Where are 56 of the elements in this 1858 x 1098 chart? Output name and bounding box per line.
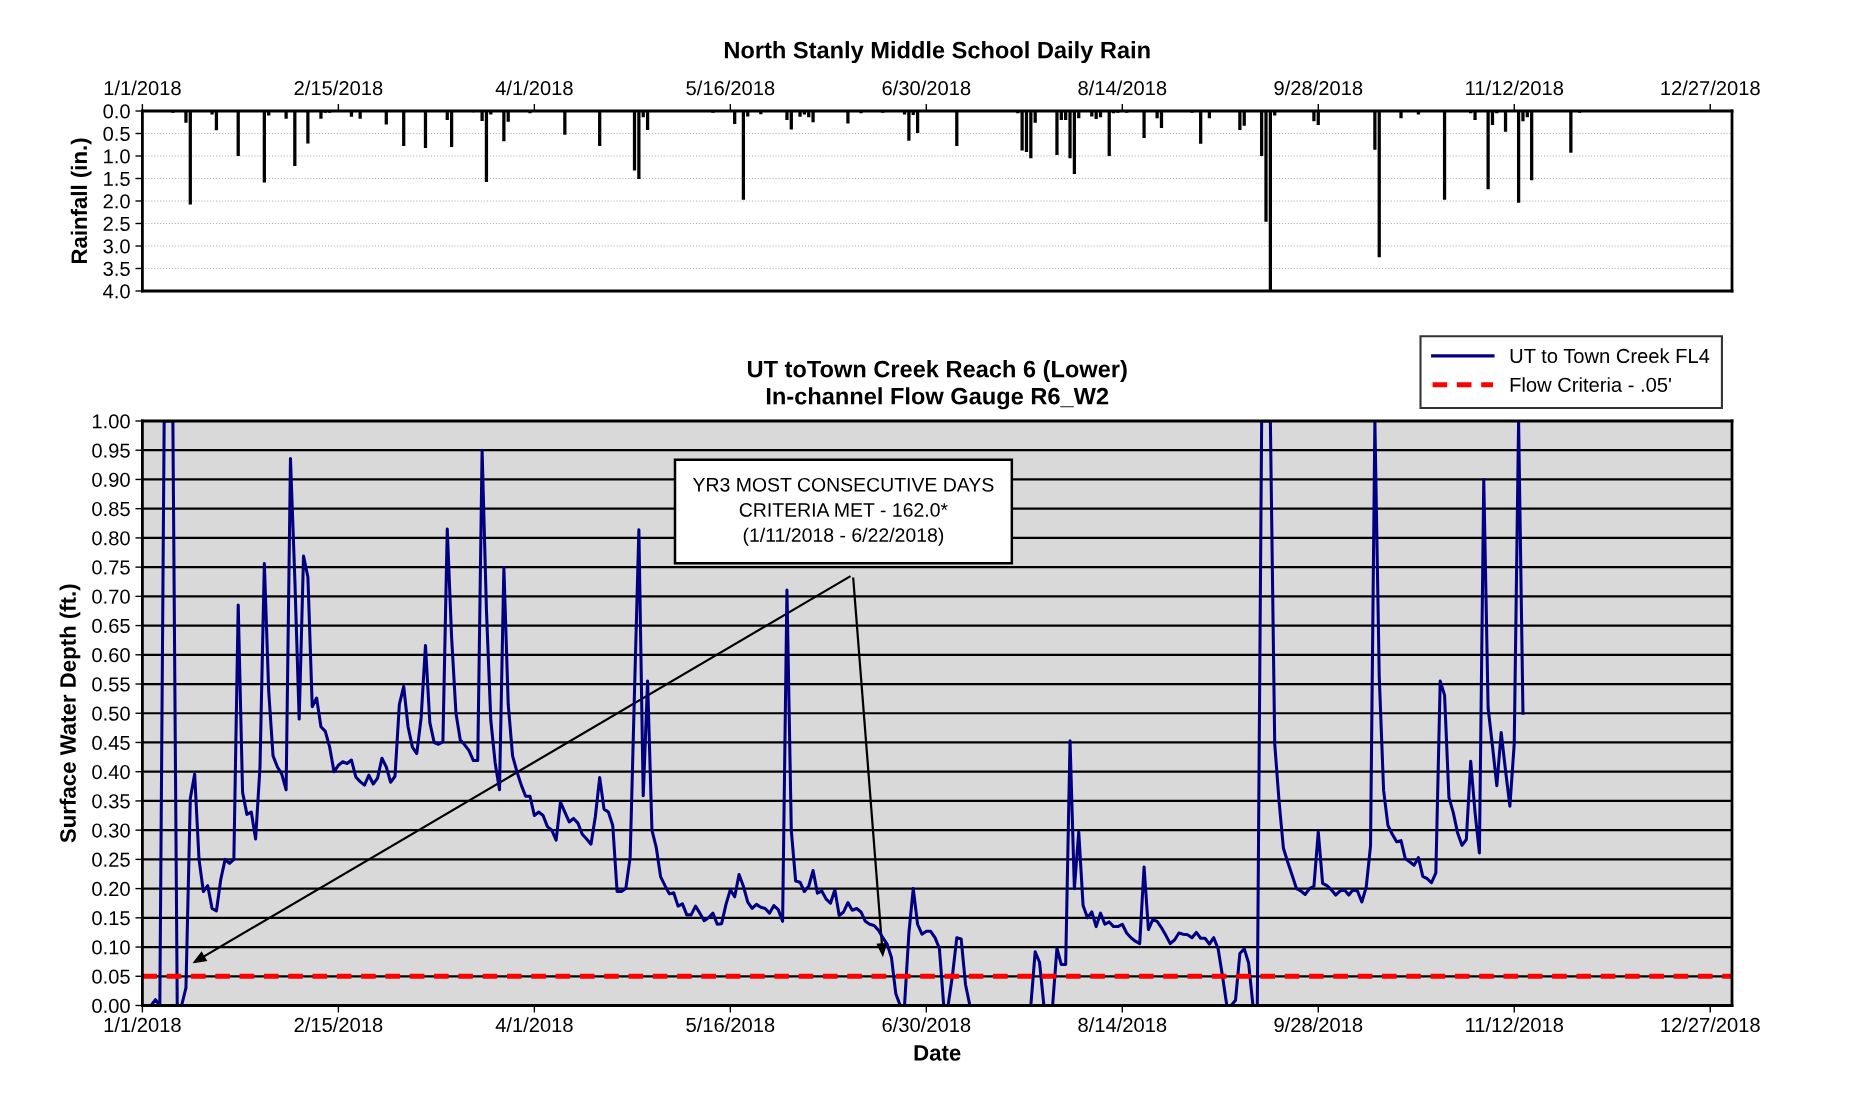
y-tick-label: 0.40: [92, 764, 130, 780]
x-tick-label: 11/12/2018: [1466, 1017, 1564, 1033]
x-tick-label: 1/1/2018: [104, 80, 181, 96]
chart-title: UT toTown Creek Reach 6 (Lower) In-channel Flow Gauge R6_W2: [747, 360, 1127, 410]
y-tick-label: 0.30: [92, 823, 130, 838]
x-tick-label: 12/27/2018: [1661, 80, 1760, 96]
y-tick-label: 2.0: [103, 194, 130, 209]
y-tick-label: 0.95: [92, 443, 130, 458]
x-tick-label: 12/27/2018: [1661, 1017, 1760, 1033]
y-tick-label: 0.10: [92, 940, 130, 955]
x-tick-label: 8/14/2018: [1078, 1017, 1167, 1033]
x-tick-label: 2/15/2018: [294, 80, 383, 96]
x-tick-label: 6/30/2018: [882, 1017, 971, 1033]
y-tick-label: 0.25: [92, 852, 130, 867]
x-tick-label: 5/16/2018: [686, 80, 775, 96]
y-tick-label: 0.45: [92, 735, 130, 750]
y-tick-label: 0.60: [92, 648, 130, 663]
y-tick-label: 4.0: [103, 284, 130, 299]
x-tick-label: 9/28/2018: [1274, 1017, 1363, 1033]
y-axis-title: Surface Water Depth (ft.): [59, 584, 81, 843]
y-tick-label: 0.00: [92, 998, 130, 1013]
y-tick-label: 0.20: [92, 881, 130, 897]
y-tick-label: 2.5: [103, 216, 130, 231]
annotation: YR3 MOST CONSECUTIVE DAYS CRITERIA MET - 162.0* (1/11/2018 - 6/22/2018): [692, 477, 994, 546]
legend-label: Flow Criteria - .05': [1510, 377, 1671, 392]
y-tick-label: 0.35: [92, 794, 130, 809]
x-tick-label: 2/15/2018: [294, 1017, 383, 1033]
x-tick-label: 11/12/2018: [1466, 80, 1564, 96]
y-tick-label: 3.0: [103, 239, 130, 254]
legend-label: UT to Town Creek FL4: [1510, 348, 1710, 364]
y-tick-label: 1.0: [104, 149, 130, 164]
y-tick-label: 0.80: [92, 531, 130, 546]
y-tick-label: 0.85: [92, 501, 130, 517]
chart-title: North Stanly Middle School Daily Rain: [724, 41, 1150, 64]
x-axis-title: Date: [914, 1045, 961, 1061]
x-tick-label: 6/30/2018: [882, 80, 971, 96]
x-tick-label: 8/14/2018: [1078, 80, 1167, 96]
y-tick-label: 0.50: [92, 706, 130, 721]
y-tick-label: 0.15: [92, 911, 130, 926]
x-tick-label: 9/28/2018: [1274, 80, 1363, 96]
y-tick-label: 3.5: [103, 261, 130, 276]
y-tick-label: 0.65: [92, 618, 130, 634]
y-tick-label: 1.00: [92, 414, 130, 429]
y-tick-label: 0.05: [92, 969, 130, 984]
x-tick-label: 4/1/2018: [495, 80, 573, 96]
y-tick-label: 0.70: [92, 589, 130, 604]
y-axis-title: Rainfall (in.): [70, 138, 92, 264]
y-tick-label: 0.0: [103, 104, 130, 119]
x-tick-label: 4/1/2018: [495, 1017, 573, 1033]
x-tick-label: 5/16/2018: [686, 1017, 775, 1033]
y-tick-label: 0.5: [103, 126, 130, 141]
y-tick-label: 1.5: [104, 171, 130, 186]
x-tick-label: 1/1/2018: [104, 1017, 181, 1033]
y-tick-label: 0.90: [92, 472, 130, 487]
y-tick-label: 0.55: [92, 677, 130, 692]
y-tick-label: 0.75: [92, 560, 130, 575]
